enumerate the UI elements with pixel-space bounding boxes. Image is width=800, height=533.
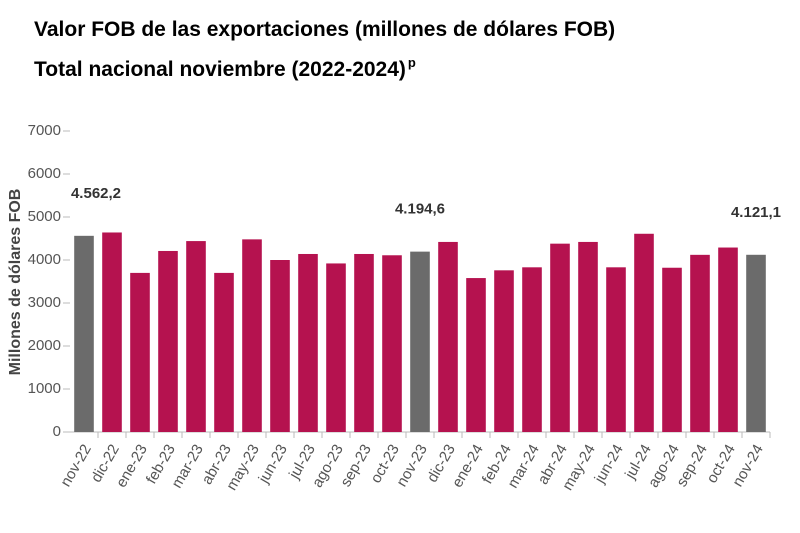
- bar: [550, 243, 570, 432]
- bar: [130, 272, 150, 432]
- bar: [606, 267, 626, 432]
- bar: [270, 260, 290, 432]
- y-tick-label: 6000: [28, 165, 61, 182]
- x-tick-label: jun-23: [255, 441, 291, 486]
- bar: [102, 232, 122, 432]
- y-tick-label: 1000: [28, 380, 61, 397]
- bar: [410, 251, 430, 432]
- chart-title: Valor FOB de las exportaciones (millones…: [34, 18, 615, 41]
- bar: [466, 278, 486, 432]
- x-tick-label: nov-22: [57, 441, 95, 489]
- bar: [74, 235, 94, 432]
- bar: [746, 254, 766, 432]
- bar: [690, 254, 710, 432]
- bar: [662, 267, 682, 432]
- bar: [186, 241, 206, 432]
- bar: [242, 239, 262, 432]
- bar: [382, 255, 402, 432]
- bar: [634, 233, 654, 432]
- bar: [718, 247, 738, 432]
- y-tick-label: 7000: [28, 122, 61, 139]
- bar: [326, 263, 346, 432]
- value-label: 4.121,1: [731, 204, 781, 221]
- title-superscript: p: [408, 55, 416, 70]
- bar: [158, 250, 178, 432]
- bar: [578, 241, 598, 432]
- value-label: 4.194,6: [395, 201, 445, 218]
- y-tick-label: 3000: [28, 294, 61, 311]
- bar: [354, 253, 374, 432]
- bar: [298, 253, 318, 432]
- chart-subtitle: Total nacional noviembre (2022-2024): [34, 58, 406, 81]
- bar: [438, 241, 458, 432]
- y-tick-label: 2000: [28, 337, 61, 354]
- y-tick-label: 4000: [28, 251, 61, 268]
- bar: [522, 267, 542, 432]
- bar: [494, 270, 514, 432]
- bar: [214, 272, 234, 432]
- x-tick-label: jun-24: [591, 441, 627, 486]
- y-tick-label: 0: [53, 423, 61, 440]
- y-axis-label: Millones de dólares FOB: [7, 189, 24, 376]
- value-label: 4.562,2: [71, 185, 121, 202]
- y-tick-label: 5000: [28, 208, 61, 225]
